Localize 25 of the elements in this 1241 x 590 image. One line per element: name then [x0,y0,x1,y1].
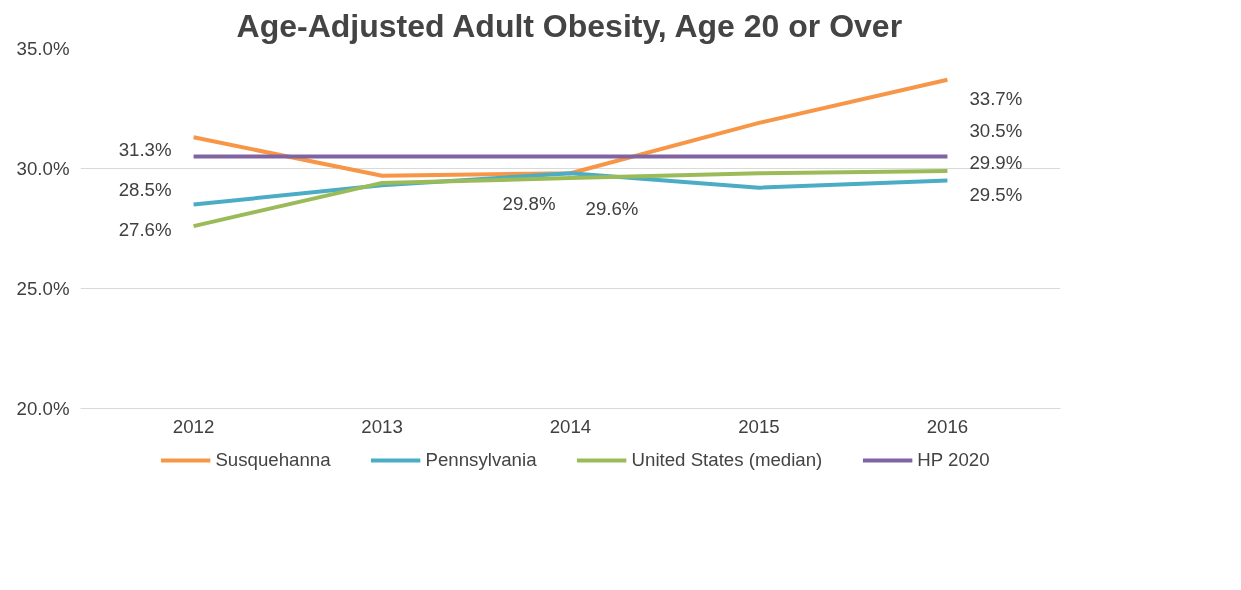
x-tick-label: 2014 [549,415,592,437]
line-series [191,77,950,178]
y-tick-label: 20.0% [16,398,70,419]
y-tick-label: 30.0% [16,158,70,179]
x-tick-label: 2015 [738,415,780,437]
data-label: 33.7% [969,88,1023,110]
line-series [191,168,950,229]
x-tick-label: 2016 [926,415,969,437]
x-tick-label: 2012 [172,415,215,437]
legend-label: Pennsylvania [425,449,537,471]
data-label: 30.5% [969,120,1023,142]
data-label: 31.3% [118,138,172,160]
data-label: 29.5% [969,184,1023,206]
data-label: 28.5% [118,178,172,200]
legend-label: HP 2020 [917,449,990,471]
legend-label: United States (median) [631,449,823,471]
data-label: 29.9% [969,152,1023,174]
data-label: 27.6% [118,218,172,240]
data-label: 29.6% [585,197,639,219]
chart-title: Age-Adjusted Adult Obesity, Age 20 or Over [236,7,903,44]
y-tick-label: 25.0% [16,278,70,299]
x-tick-label: 2013 [361,415,403,437]
legend-label: Susquehanna [215,449,331,471]
y-tick-label: 35.0% [16,38,70,59]
data-label: 29.8% [502,192,556,214]
